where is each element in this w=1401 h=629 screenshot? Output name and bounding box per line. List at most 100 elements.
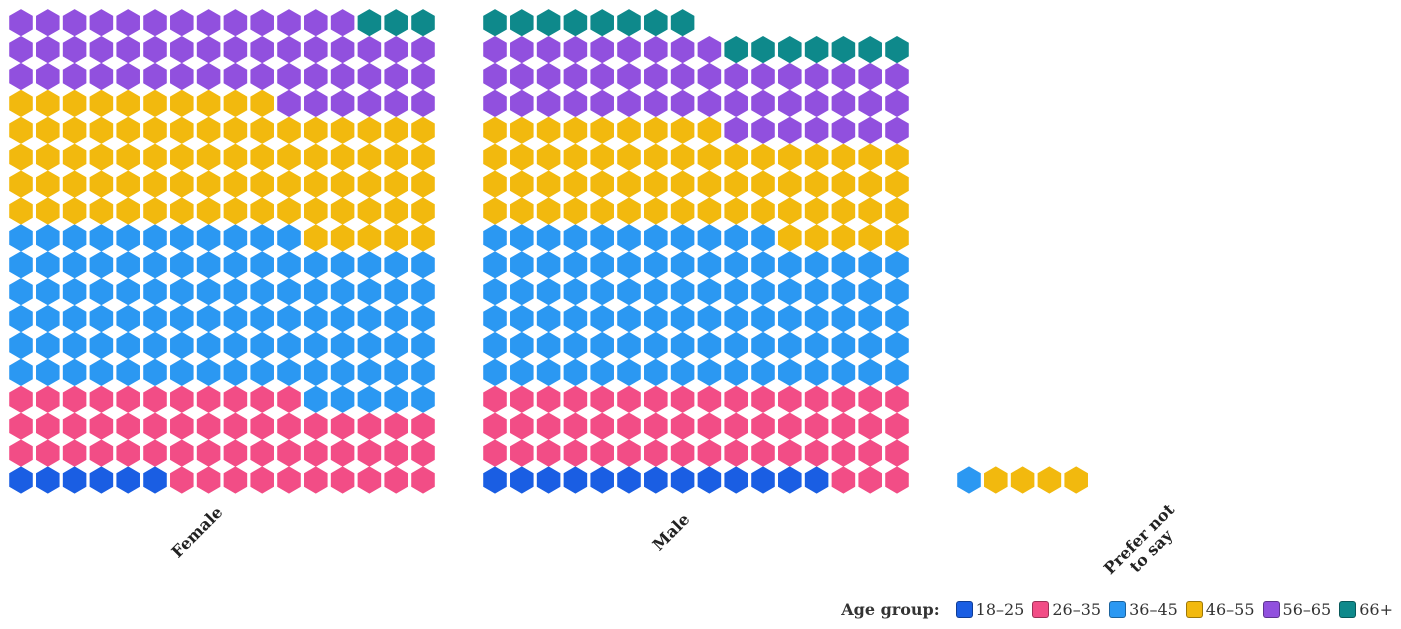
- waffle-cell: [196, 385, 221, 413]
- waffle-cell: [36, 9, 60, 37]
- waffle-cell: [36, 89, 60, 117]
- waffle-cell: [330, 170, 355, 198]
- waffle-cell: [170, 143, 194, 171]
- waffle-cell: [9, 385, 33, 413]
- waffle-cell: [62, 358, 87, 386]
- waffle-cell: [196, 89, 221, 117]
- waffle-cell: [617, 278, 641, 306]
- waffle-cell: [9, 412, 33, 440]
- waffle-cell: [384, 170, 408, 198]
- waffle-cell: [411, 89, 435, 117]
- waffle-cell: [804, 305, 829, 333]
- waffle-cell: [563, 278, 588, 306]
- waffle-cell: [885, 305, 909, 333]
- waffle-cell: [617, 439, 641, 467]
- waffle-cell: [563, 358, 588, 386]
- waffle-cell: [697, 116, 722, 144]
- waffle-cell: [357, 305, 382, 333]
- waffle-cell: [644, 89, 668, 117]
- waffle-cell: [563, 197, 588, 225]
- waffle-cell: [670, 251, 695, 279]
- waffle-cell: [670, 278, 695, 306]
- waffle-cell: [411, 116, 435, 144]
- waffle-cell: [536, 385, 561, 413]
- waffle-cell: [751, 305, 775, 333]
- waffle-cell: [885, 466, 909, 494]
- waffle-cell: [196, 412, 221, 440]
- waffle-cell: [858, 385, 882, 413]
- waffle-cell: [9, 197, 33, 225]
- waffle-cell: [831, 116, 856, 144]
- waffle-cell: [804, 197, 829, 225]
- waffle-cell: [143, 358, 167, 386]
- waffle-cell: [330, 331, 355, 360]
- waffle-cell: [724, 224, 748, 252]
- waffle-cell: [143, 116, 167, 144]
- waffle-cell: [170, 89, 194, 117]
- waffle-cell: [563, 89, 588, 117]
- waffle-cell: [170, 305, 194, 333]
- waffle-cell: [510, 9, 534, 37]
- waffle-cell: [644, 251, 668, 279]
- waffle-cell: [536, 358, 561, 386]
- waffle-cell: [330, 62, 355, 91]
- waffle-cell: [724, 116, 748, 144]
- waffle-cell: [563, 62, 588, 91]
- waffle-cell: [670, 331, 695, 360]
- waffle-cell: [697, 331, 722, 360]
- waffle-cell: [384, 116, 408, 144]
- waffle-cell: [563, 385, 588, 413]
- waffle-cell: [858, 224, 882, 252]
- waffle-cell: [885, 197, 909, 225]
- waffle-cell: [277, 89, 301, 117]
- waffle-cell: [411, 358, 435, 386]
- waffle-cell: [116, 305, 140, 333]
- waffle-cell: [778, 36, 802, 64]
- waffle-cell: [697, 224, 722, 252]
- waffle-cell: [384, 466, 408, 494]
- waffle-cell: [885, 36, 909, 64]
- waffle-cell: [116, 143, 140, 171]
- waffle-cell: [617, 358, 641, 386]
- waffle-cell: [885, 143, 909, 171]
- waffle-cell: [304, 170, 328, 198]
- waffle-cell: [143, 36, 167, 64]
- waffle-cell: [116, 197, 140, 225]
- waffle-cell: [563, 466, 588, 494]
- waffle-cell: [357, 412, 382, 440]
- waffle-cell: [384, 358, 408, 386]
- waffle-cell: [697, 251, 722, 279]
- waffle-cell: [644, 412, 668, 440]
- waffle-cell: [483, 466, 507, 494]
- waffle-cell: [330, 305, 355, 333]
- waffle-cell: [170, 251, 194, 279]
- waffle-cell: [9, 305, 33, 333]
- waffle-cell: [644, 116, 668, 144]
- waffle-cell: [250, 278, 274, 306]
- waffle-cell: [590, 197, 614, 225]
- waffle-cell: [36, 251, 60, 279]
- waffle-cell: [89, 36, 114, 64]
- waffle-cell: [223, 466, 248, 494]
- legend-item: 26–35: [1032, 600, 1101, 619]
- waffle-cell: [277, 224, 301, 252]
- waffle-cell: [483, 89, 507, 117]
- waffle-cell: [751, 62, 775, 91]
- waffle-cell: [697, 89, 722, 117]
- waffle-cell: [89, 251, 114, 279]
- waffle-cell: [724, 305, 748, 333]
- waffle-cell: [590, 251, 614, 279]
- waffle-cell: [223, 385, 248, 413]
- waffle-cell: [590, 439, 614, 467]
- waffle-cell: [644, 278, 668, 306]
- waffle-cell: [89, 466, 114, 494]
- waffle-cell: [223, 305, 248, 333]
- waffle-cell: [170, 358, 194, 386]
- waffle-cell: [170, 62, 194, 91]
- waffle-cell: [670, 439, 695, 467]
- waffle-cell: [858, 358, 882, 386]
- legend-label: 36–45: [1129, 600, 1178, 619]
- waffle-cell: [143, 466, 167, 494]
- waffle-cell: [36, 305, 60, 333]
- waffle-cell: [724, 197, 748, 225]
